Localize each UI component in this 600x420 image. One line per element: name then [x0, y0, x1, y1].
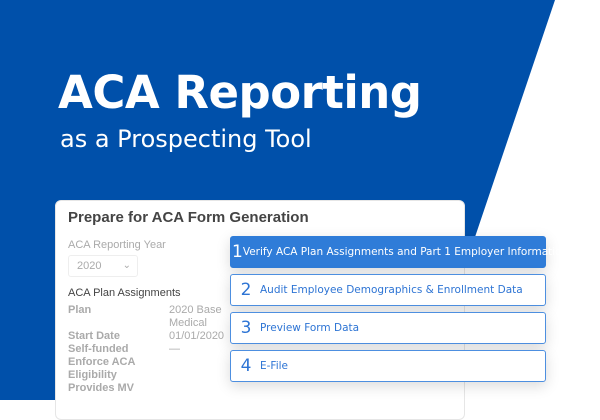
step-number: 2	[240, 280, 252, 300]
col-provides-mv: Provides MV	[68, 382, 135, 394]
col-enforce: Enforce ACA Eligibility	[68, 356, 136, 381]
step-label: Audit Employee Demographics & Enrollment…	[260, 284, 523, 296]
chevron-down-icon: ⌄	[122, 260, 131, 271]
col-plan: Plan	[68, 304, 92, 316]
row-enforce	[169, 356, 227, 382]
card-content: ACA Reporting Year 2020 ⌄ ACA Plan Assig…	[68, 239, 227, 395]
step-label: Preview Form Data	[260, 322, 360, 334]
hero-title: ACA Reporting	[58, 66, 422, 119]
step-label: E-File	[260, 360, 288, 372]
aca-form-card: Prepare for ACA Form Generation ACA Repo…	[55, 200, 465, 420]
hero-subtitle: as a Prospecting Tool	[60, 125, 312, 153]
step-number: 4	[240, 356, 252, 376]
step-2[interactable]: 2 Audit Employee Demographics & Enrollmen…	[230, 274, 546, 306]
step-number: 3	[240, 318, 252, 338]
col-start-date: Start Date	[68, 330, 120, 342]
row-plan: 2020 Base	[169, 304, 222, 316]
year-select[interactable]: 2020 ⌄	[68, 255, 138, 277]
row-start: 01/01/2020	[169, 330, 225, 342]
step-3[interactable]: 3 Preview Form Data	[230, 312, 546, 344]
step-4[interactable]: 4 E-File	[230, 350, 546, 382]
year-value: 2020	[77, 260, 102, 272]
col-self-funded: Self-funded	[68, 343, 129, 355]
plan-table: Plan 2020 Base Medical Start Date 01/01/…	[68, 304, 227, 395]
step-number: 1	[232, 242, 243, 262]
year-label: ACA Reporting Year	[68, 239, 166, 251]
card-title: Prepare for ACA Form Generation	[68, 209, 309, 226]
step-label: Verify ACA Plan Assignments and Part 1 E…	[242, 246, 569, 258]
row-self-funded: —	[169, 343, 180, 355]
row-plan-2: Medical	[169, 317, 207, 329]
section-title: ACA Plan Assignments	[68, 287, 181, 299]
step-1[interactable]: 1 Verify ACA Plan Assignments and Part 1 …	[230, 236, 568, 268]
row-provides-mv	[169, 382, 227, 395]
row-plan-cell: 2020 Base Medical	[169, 304, 227, 330]
